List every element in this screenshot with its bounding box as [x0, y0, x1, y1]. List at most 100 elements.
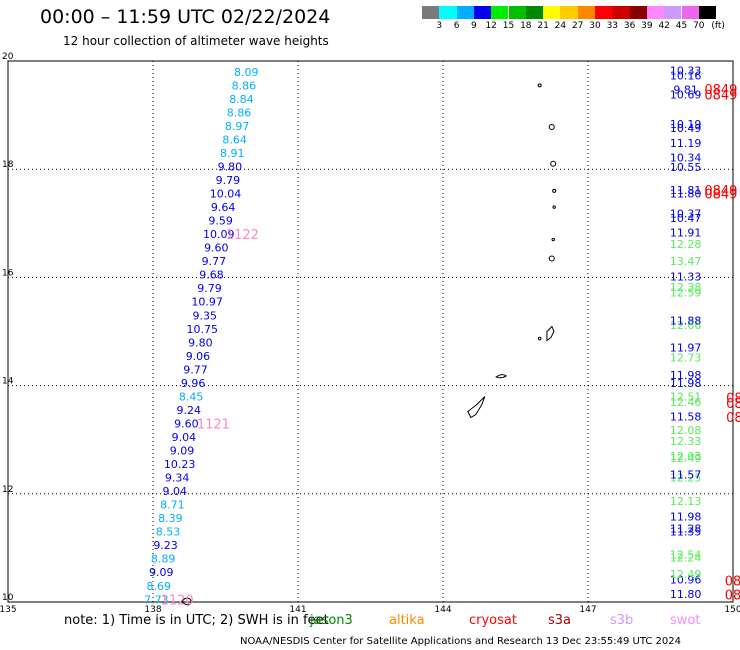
lat-tick-label: 16: [2, 268, 14, 278]
wave-height-label: 9.24: [177, 404, 202, 417]
wave-height-label: 9.59: [208, 215, 233, 228]
lat-tick-label: 12: [2, 485, 13, 495]
wave-height-label: 10.16: [670, 70, 702, 83]
wave-height-label: 9.79: [216, 174, 241, 187]
island-outline: [495, 374, 508, 379]
pass-time-label: 1121: [197, 417, 230, 432]
wave-height-label: 12.49: [670, 452, 702, 465]
island-outline: [537, 83, 542, 88]
legend-swatch: [491, 6, 509, 19]
legend-swatch: [422, 6, 440, 19]
lon-tick-label: 138: [144, 605, 161, 615]
legend-swatch: [473, 6, 492, 19]
credit-line: NOAA/NESDIS Center for Satellite Applica…: [240, 636, 682, 647]
wave-height-label: 9.09: [170, 445, 195, 458]
wave-height-label: 8.71: [160, 499, 185, 512]
wave-height-label: 8.45: [179, 390, 204, 403]
lon-tick-label: 135: [0, 605, 17, 615]
wave-height-label: 11.91: [670, 226, 702, 239]
mission-label-altika: altika: [389, 613, 425, 628]
wave-height-label: 10.96: [670, 573, 702, 586]
legend-swatch: [664, 6, 682, 19]
wave-height-label: 12.73: [670, 351, 702, 364]
page-subtitle: 12 hour collection of altimeter wave hei…: [63, 34, 329, 48]
wave-height-label: 9.60: [204, 242, 229, 255]
island-outline: [552, 188, 557, 193]
lat-tick-label: 14: [2, 377, 14, 387]
pass-time-label: 1122: [226, 228, 259, 243]
lon-tick-label: 141: [289, 605, 306, 615]
wave-height-label: 12.25: [670, 472, 702, 485]
wave-height-label: 12.46: [670, 396, 702, 409]
legend-tick-label: 12: [485, 21, 497, 31]
wave-height-label: 11.35: [670, 526, 702, 539]
legend-tick-label: 45: [675, 21, 688, 31]
wave-height-label: 11.19: [670, 137, 702, 150]
wave-height-label: 9.80: [218, 160, 243, 173]
legend-tick-label: 30: [589, 21, 601, 31]
legend-tick-label: 6: [453, 21, 460, 31]
legend-swatch: [612, 6, 630, 19]
wave-height-label: 8.91: [220, 147, 245, 160]
legend-tick-label: 36: [623, 21, 636, 31]
wave-height-label: 11.80: [670, 588, 702, 601]
legend-swatch: [439, 6, 457, 19]
wave-height-label: 9.81: [673, 84, 698, 97]
wave-height-label: 12.33: [670, 435, 702, 448]
wave-height-label: 10.33: [670, 65, 702, 78]
wave-height-label: 11.58: [670, 410, 702, 423]
pass-time-label: 08: [725, 588, 740, 603]
wave-height-label: 8.53: [156, 526, 181, 539]
legend-swatch: [629, 6, 647, 19]
wave-height-label: 9.34: [165, 472, 190, 485]
mission-label-s3a: s3a: [548, 613, 572, 628]
wave-height-label: 11.98: [670, 377, 702, 390]
legend-tick-label: 42: [658, 21, 670, 31]
island-outline: [548, 124, 555, 131]
mission-label-jason3: jason3: [310, 613, 353, 628]
wave-height-label: 8.97: [225, 120, 250, 133]
island-outline: [546, 325, 555, 342]
legend-swatch: [595, 6, 613, 19]
wave-height-label: 10.75: [187, 323, 219, 336]
wave-height-label: 11.98: [670, 369, 702, 382]
lon-tick-label: 144: [434, 605, 451, 615]
wave-height-label: 9.09: [149, 566, 174, 579]
wave-height-label: 11.81: [670, 184, 702, 197]
legend-swatch: [577, 6, 595, 19]
wave-height-label: 9.04: [163, 485, 188, 498]
legend-tick-label: 24: [554, 21, 567, 31]
legend-swatch: [525, 6, 544, 19]
wave-height-label: 12.24: [670, 552, 702, 565]
island-outline: [181, 597, 192, 606]
mission-label-swot: swot: [670, 613, 701, 628]
wave-height-label: 9.68: [199, 269, 224, 282]
lon-tick-label: 147: [579, 605, 596, 615]
legend-tick-label: 39: [641, 21, 653, 31]
wave-height-label: 10.23: [164, 458, 196, 471]
wave-height-label: 12.08: [670, 424, 702, 437]
legend-tick-label: 33: [606, 21, 619, 31]
legend-tick-label: 15: [502, 21, 515, 31]
legend-swatch: [698, 6, 717, 19]
wave-height-label: 9.79: [197, 282, 222, 295]
island-outline: [550, 160, 557, 167]
wave-height-label: 12.54: [670, 548, 702, 561]
island-outline: [537, 336, 542, 341]
wave-height-label: 11.57: [670, 468, 702, 481]
wave-height-label: 11.33: [670, 270, 702, 283]
wave-height-label: 11.28: [670, 522, 702, 535]
wave-height-label: 9.77: [202, 255, 227, 268]
wave-height-label: 11.97: [670, 342, 702, 355]
legend-swatch: [681, 6, 699, 19]
wave-height-label: 10.55: [670, 161, 702, 174]
island-outline: [552, 205, 556, 209]
wave-height-label: 12.59: [670, 287, 702, 300]
pass-time-label: 0848: [726, 397, 740, 412]
wave-height-label: 10.19: [670, 118, 702, 131]
wave-height-label: 9.35: [192, 309, 217, 322]
wave-height-label: 13.47: [670, 255, 702, 268]
map-frame: [7, 60, 734, 603]
wave-height-label: 8.69: [147, 580, 172, 593]
